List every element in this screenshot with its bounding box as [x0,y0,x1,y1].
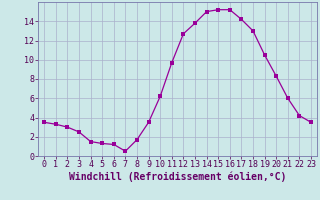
X-axis label: Windchill (Refroidissement éolien,°C): Windchill (Refroidissement éolien,°C) [69,172,286,182]
